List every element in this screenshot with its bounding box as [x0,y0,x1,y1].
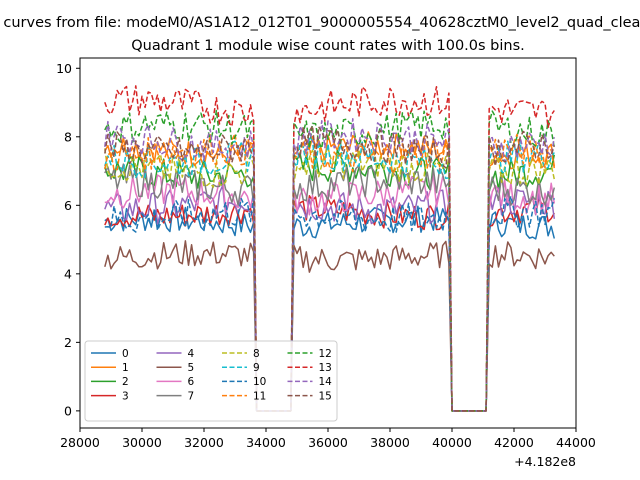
x-tick-label: 36000 [308,435,348,450]
legend-label: 3 [122,390,129,402]
legend-label: 1 [122,362,129,374]
x-tick-label: 40000 [432,435,472,450]
y-tick-label: 2 [64,335,72,350]
legend-label: 11 [253,390,266,402]
legend-label: 5 [188,362,195,374]
legend-label: 10 [253,376,266,388]
x-tick-label: 44000 [556,435,596,450]
y-axis: 0 2 4 6 8 10 [56,61,80,418]
legend-label: 2 [122,376,129,388]
x-tick-label: 34000 [246,435,286,450]
legend-box [84,340,338,422]
legend-label: 0 [122,348,129,360]
x-tick-label: 30000 [122,435,162,450]
legend-label: 6 [188,376,195,388]
y-tick-label: 8 [64,129,72,144]
chart-title: Quadrant 1 module wise count rates with … [131,38,525,54]
x-tick-label: 42000 [494,435,534,450]
y-tick-label: 10 [56,61,72,76]
legend-label: 9 [253,362,260,374]
y-tick-label: 4 [64,266,72,281]
legend-label: 15 [319,390,332,402]
x-axis: 28000 30000 32000 34000 36000 38000 40000 42000… [60,428,596,450]
legend-label: 7 [188,390,195,402]
x-tick-label: 28000 [60,435,100,450]
x-offset-label: +4.182e8 [514,454,576,469]
x-tick-label: 32000 [184,435,224,450]
x-tick-label: 38000 [370,435,410,450]
legend-label: 12 [319,348,332,360]
series-line-15 [104,125,556,412]
legend-label: 8 [253,348,260,360]
legend-label: 4 [188,348,195,360]
legend-label: 13 [319,362,332,374]
plot-area [104,85,556,412]
y-tick-label: 6 [64,198,72,213]
y-tick-label: 0 [64,403,72,418]
legend-label: 14 [319,376,333,388]
figure-title: Light curves from file: modeM0/AS1A12_01… [0,15,640,31]
